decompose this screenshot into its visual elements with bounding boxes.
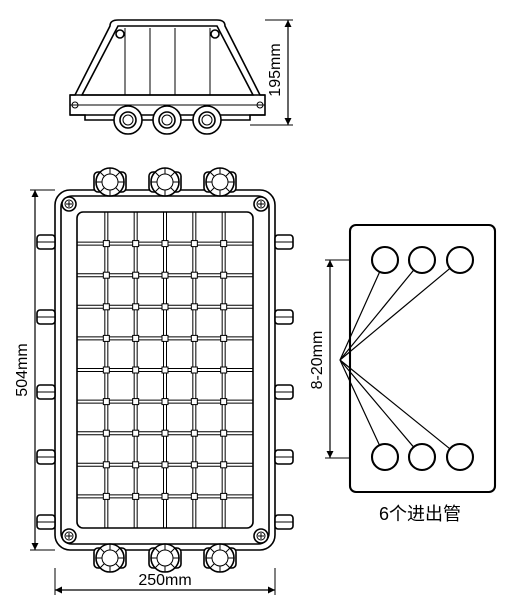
port-circle-icon	[409, 444, 435, 470]
dimension-label: 8-20mm	[309, 331, 326, 390]
port-circle-icon	[409, 247, 435, 273]
port-circle-icon	[447, 247, 473, 273]
dimension-label: 250mm	[138, 572, 191, 589]
ports-caption: 6个进出管	[379, 504, 461, 524]
port-circle-icon	[447, 444, 473, 470]
port-circle-icon	[372, 247, 398, 273]
dimension-label: 504mm	[14, 343, 31, 396]
plan-view	[37, 168, 293, 572]
dimension-label: 195mm	[267, 43, 284, 96]
port-icon	[193, 106, 221, 134]
port-icon	[114, 106, 142, 134]
port-circle-icon	[372, 444, 398, 470]
port-schematic	[340, 225, 495, 492]
end-elevation-view	[70, 20, 265, 134]
port-icon	[153, 106, 181, 134]
